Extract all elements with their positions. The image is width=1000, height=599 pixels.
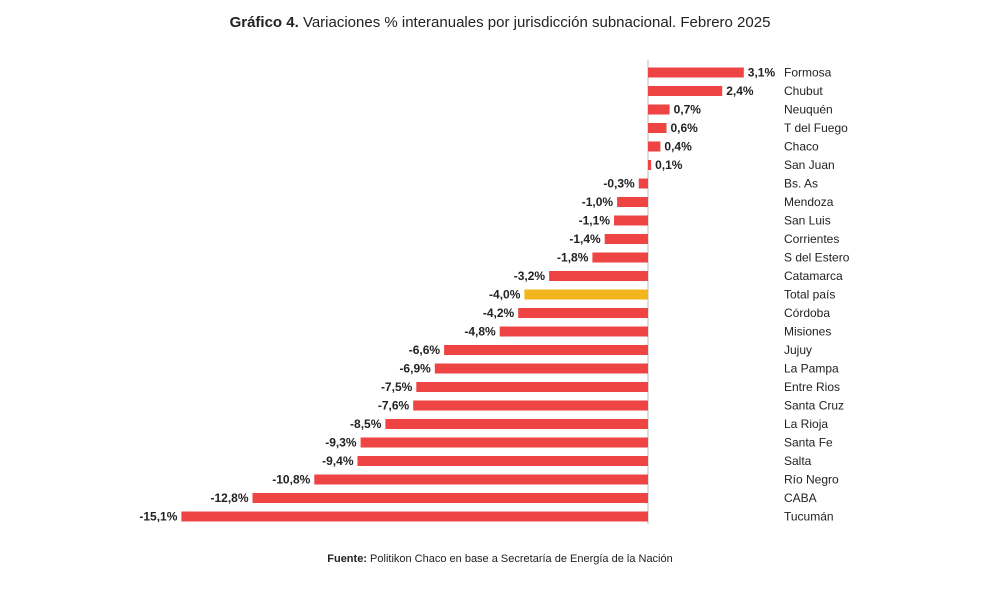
bar [518, 308, 648, 318]
bar [648, 141, 661, 152]
bar [638, 178, 648, 189]
value-label: -8,5% [350, 417, 382, 431]
category-label: Misiones [784, 325, 831, 339]
source-text: Politikon Chaco en base a Secretaría de … [370, 553, 673, 565]
bar [413, 400, 648, 411]
bar [314, 474, 648, 485]
category-label: Santa Cruz [784, 399, 844, 413]
bar [617, 197, 648, 207]
bar [604, 234, 648, 244]
category-label: S del Estero [784, 251, 850, 265]
value-label: 3,1% [748, 66, 776, 80]
value-label: -9,4% [322, 454, 354, 468]
category-label: Corrientes [784, 232, 839, 246]
bar [385, 419, 648, 429]
source-label: Fuente: [327, 553, 367, 565]
bar [614, 215, 648, 226]
bar [360, 437, 648, 448]
bar [499, 326, 648, 337]
value-label: -6,9% [399, 362, 431, 376]
value-label: -1,0% [582, 195, 614, 209]
category-label: Mendoza [784, 195, 834, 209]
bar [549, 271, 648, 281]
chart-source: Fuente: Politikon Chaco en base a Secret… [0, 553, 1000, 565]
category-label: Bs. As [784, 177, 818, 191]
bar [592, 252, 648, 263]
category-label: San Juan [784, 158, 835, 172]
category-label: Chubut [784, 84, 823, 98]
value-label: 0,7% [674, 103, 702, 117]
category-label: Córdoba [784, 306, 830, 320]
value-label: -7,6% [378, 399, 410, 413]
value-label: -15,1% [139, 510, 177, 524]
bar-chart: 3,1% Formosa 2,4% Chubut 0,7% Neuquén 0,6% T de… [139, 60, 850, 524]
bar [648, 160, 652, 170]
category-label: La Pampa [784, 362, 839, 376]
category-label: San Luis [784, 214, 831, 228]
value-label: 0,1% [655, 158, 683, 172]
category-label: Chaco [784, 140, 819, 154]
value-label: -4,8% [464, 325, 496, 339]
value-label: -12,8% [210, 491, 248, 505]
value-label: -1,1% [579, 214, 611, 228]
value-label: -1,8% [557, 251, 589, 265]
chart-title-prefix: Gráfico 4. [229, 14, 299, 31]
value-label: 0,4% [664, 140, 692, 154]
bar [444, 345, 648, 355]
value-label: -1,4% [569, 232, 601, 246]
bar [434, 363, 648, 374]
category-label: Entre Rios [784, 380, 840, 394]
category-label: Santa Fe [784, 436, 833, 450]
category-label: Río Negro [784, 473, 839, 487]
bar [252, 493, 648, 503]
category-label: Jujuy [784, 343, 812, 357]
category-label: Neuquén [784, 103, 833, 117]
value-label: -6,6% [409, 343, 441, 357]
category-label: Salta [784, 454, 812, 468]
value-label: -10,8% [272, 473, 310, 487]
category-label: Catamarca [784, 269, 843, 283]
value-label: -9,3% [325, 436, 357, 450]
chart-title-text: Variaciones % interanuales por jurisdicc… [302, 14, 771, 31]
value-label: 2,4% [726, 84, 754, 98]
value-label: -7,5% [381, 380, 413, 394]
value-label: -0,3% [603, 177, 635, 191]
category-label: Tucumán [784, 510, 834, 524]
bar [416, 382, 649, 392]
bar [524, 289, 648, 300]
category-label: T del Fuego [784, 121, 848, 135]
bar [357, 456, 648, 466]
value-label: -4,2% [483, 306, 515, 320]
value-label: 0,6% [671, 121, 699, 135]
bar [648, 86, 723, 96]
bar [648, 123, 667, 133]
bar [648, 67, 744, 78]
chart-title: Gráfico 4. Variaciones % interanuales po… [0, 14, 1000, 31]
category-label: Formosa [784, 66, 832, 80]
category-label: La Rioja [784, 417, 828, 431]
bar [648, 104, 670, 115]
category-label: CABA [784, 491, 817, 505]
value-label: -4,0% [489, 288, 521, 302]
category-label: Total país [784, 288, 835, 302]
bar [181, 511, 648, 522]
value-label: -3,2% [514, 269, 546, 283]
